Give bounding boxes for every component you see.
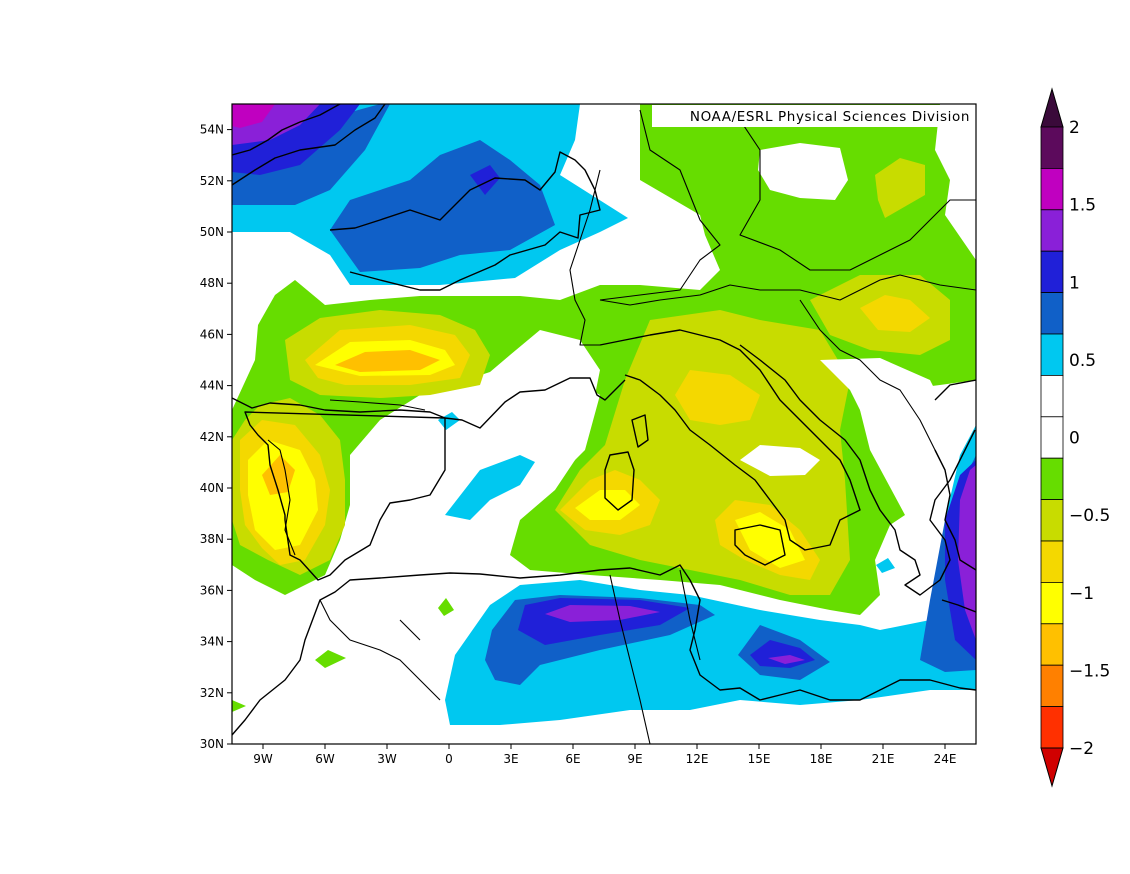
border-alps <box>599 274 976 306</box>
colorbar-label: −0.5 <box>1069 506 1110 526</box>
y-tick-label: 32N <box>200 686 224 700</box>
colorbar-swatch <box>1040 457 1064 501</box>
x-tick-label: 6E <box>565 752 580 766</box>
contour-zero-northeast <box>758 143 848 200</box>
contour-zero-balkans <box>820 358 950 470</box>
x-tick-label: 12E <box>686 752 709 766</box>
colorbar-label: 0.5 <box>1069 351 1096 371</box>
colorbar-swatch <box>1040 126 1064 169</box>
border-germany-east <box>599 109 721 301</box>
colorbar-swatch <box>1040 416 1064 459</box>
colorbar-label: 2 <box>1069 118 1080 138</box>
contour-bright-sardinia <box>575 490 640 520</box>
y-tick-label: 50N <box>200 225 224 239</box>
colorbar-swatch <box>1040 499 1064 542</box>
y-tick-label: 54N <box>200 123 224 137</box>
colorbar-label: −2 <box>1069 739 1094 759</box>
colorbar-swatch <box>1040 333 1064 376</box>
y-tick-label: 36N <box>200 583 224 597</box>
x-tick-label: 18E <box>810 752 833 766</box>
y-axis: 30N 32N 34N 36N 38N 40N 42N 44N 46N 48N 50N 52N 54N <box>200 123 232 751</box>
plot-frame <box>231 103 977 745</box>
y-tick-label: 38N <box>200 532 224 546</box>
colorbar-swatch <box>1040 582 1064 625</box>
coast-iberia <box>232 377 626 581</box>
y-tick-label: 30N <box>200 737 224 751</box>
colorbar-label: 1 <box>1069 273 1080 293</box>
colorbar-max-arrow <box>1040 87 1064 128</box>
colorbar-min-arrow <box>1040 747 1064 788</box>
x-tick-label: 9E <box>627 752 642 766</box>
x-tick-label: 15E <box>748 752 771 766</box>
x-tick-label: 3W <box>377 752 397 766</box>
contour-bright-iberia <box>248 440 318 550</box>
contour-orange-iberia <box>262 455 295 495</box>
x-tick-label: 0 <box>445 752 453 766</box>
coast-north-africa <box>232 564 976 736</box>
y-tick-label: 42N <box>200 430 224 444</box>
coast-italy <box>599 329 861 566</box>
coast-balkans <box>739 344 976 596</box>
y-tick-label: 44N <box>200 379 224 393</box>
y-tick-label: 48N <box>200 276 224 290</box>
credit-background <box>652 105 974 127</box>
y-tick-label: 40N <box>200 481 224 495</box>
contour-zero-adriatic <box>740 445 820 476</box>
border-france-east <box>569 169 601 346</box>
country-borders <box>267 109 976 744</box>
y-tick-label: 46N <box>200 327 224 341</box>
border-spain-portugal <box>267 439 296 556</box>
border-poland <box>739 119 976 271</box>
border-balkans-inner <box>799 299 941 461</box>
colorbar-swatch <box>1040 374 1064 418</box>
y-tick-label: 34N <box>200 635 224 649</box>
border-spain-france <box>329 399 426 411</box>
x-tick-label: 3E <box>503 752 518 766</box>
coast-france-uk <box>232 104 601 291</box>
y-tick-label: 52N <box>200 174 224 188</box>
x-tick-label: 9W <box>253 752 273 766</box>
colorbar-swatch <box>1040 623 1064 666</box>
colorbar-label: 0 <box>1069 429 1080 449</box>
colorbar-label: 1.5 <box>1069 196 1096 216</box>
x-tick-label: 6W <box>315 752 335 766</box>
colorbar-swatch <box>1040 540 1064 583</box>
border-africa-inner <box>319 569 701 744</box>
colorbar-swatch <box>1040 167 1064 211</box>
coast-aegean <box>934 449 976 613</box>
contour-fill-layer <box>232 104 976 744</box>
contour-positive-north-blue <box>232 104 500 195</box>
contour-yellow-east <box>860 295 930 332</box>
colorbar-label: −1.5 <box>1069 661 1110 681</box>
contour-orange-france <box>335 350 440 372</box>
contour-positive-north-magenta <box>232 104 275 128</box>
map-plot-area: NOAA/ESRL Physical Sciences Division <box>231 103 977 745</box>
colorbar-swatch <box>1040 292 1064 335</box>
x-tick-label: 24E <box>934 752 957 766</box>
colorbar-swatch <box>1040 209 1064 252</box>
x-tick-label: 21E <box>872 752 895 766</box>
colorbar: 2 1.5 1 0.5 0 −0.5 −1 −1.5 −2 <box>1040 87 1110 788</box>
colorbar-label: −1 <box>1069 584 1094 604</box>
contour-olive-northeast <box>875 158 925 218</box>
colorbar-swatch <box>1040 706 1064 749</box>
colorbar-swatch <box>1040 664 1064 708</box>
coastlines <box>232 104 976 736</box>
colorbar-swatch <box>1040 250 1064 293</box>
x-axis: 9W 6W 3W 0 3E 6E 9E 12E 15E 18E 21E 24E <box>253 744 956 766</box>
credit-text: NOAA/ESRL Physical Sciences Division <box>690 109 970 125</box>
